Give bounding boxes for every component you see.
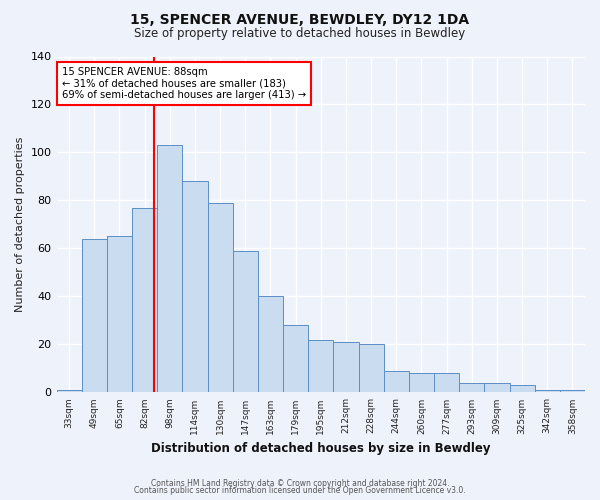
Bar: [334, 342, 359, 392]
Bar: [208, 203, 233, 392]
Bar: [283, 325, 308, 392]
Bar: [484, 383, 509, 392]
Text: Size of property relative to detached houses in Bewdley: Size of property relative to detached ho…: [134, 28, 466, 40]
Text: 15, SPENCER AVENUE, BEWDLEY, DY12 1DA: 15, SPENCER AVENUE, BEWDLEY, DY12 1DA: [130, 12, 470, 26]
Y-axis label: Number of detached properties: Number of detached properties: [15, 137, 25, 312]
Bar: [409, 373, 434, 392]
Bar: [132, 208, 157, 392]
Bar: [157, 146, 182, 392]
Bar: [56, 390, 82, 392]
Bar: [182, 182, 208, 392]
Bar: [459, 383, 484, 392]
Bar: [383, 371, 409, 392]
Bar: [434, 373, 459, 392]
Bar: [359, 344, 383, 393]
Text: 15 SPENCER AVENUE: 88sqm
← 31% of detached houses are smaller (183)
69% of semi-: 15 SPENCER AVENUE: 88sqm ← 31% of detach…: [62, 66, 306, 100]
Text: Contains HM Land Registry data © Crown copyright and database right 2024.: Contains HM Land Registry data © Crown c…: [151, 478, 449, 488]
Bar: [535, 390, 560, 392]
Bar: [308, 340, 334, 392]
Bar: [82, 239, 107, 392]
Bar: [509, 385, 535, 392]
Bar: [233, 251, 258, 392]
Bar: [107, 236, 132, 392]
Text: Contains public sector information licensed under the Open Government Licence v3: Contains public sector information licen…: [134, 486, 466, 495]
Bar: [258, 296, 283, 392]
Bar: [560, 390, 585, 392]
X-axis label: Distribution of detached houses by size in Bewdley: Distribution of detached houses by size …: [151, 442, 491, 455]
